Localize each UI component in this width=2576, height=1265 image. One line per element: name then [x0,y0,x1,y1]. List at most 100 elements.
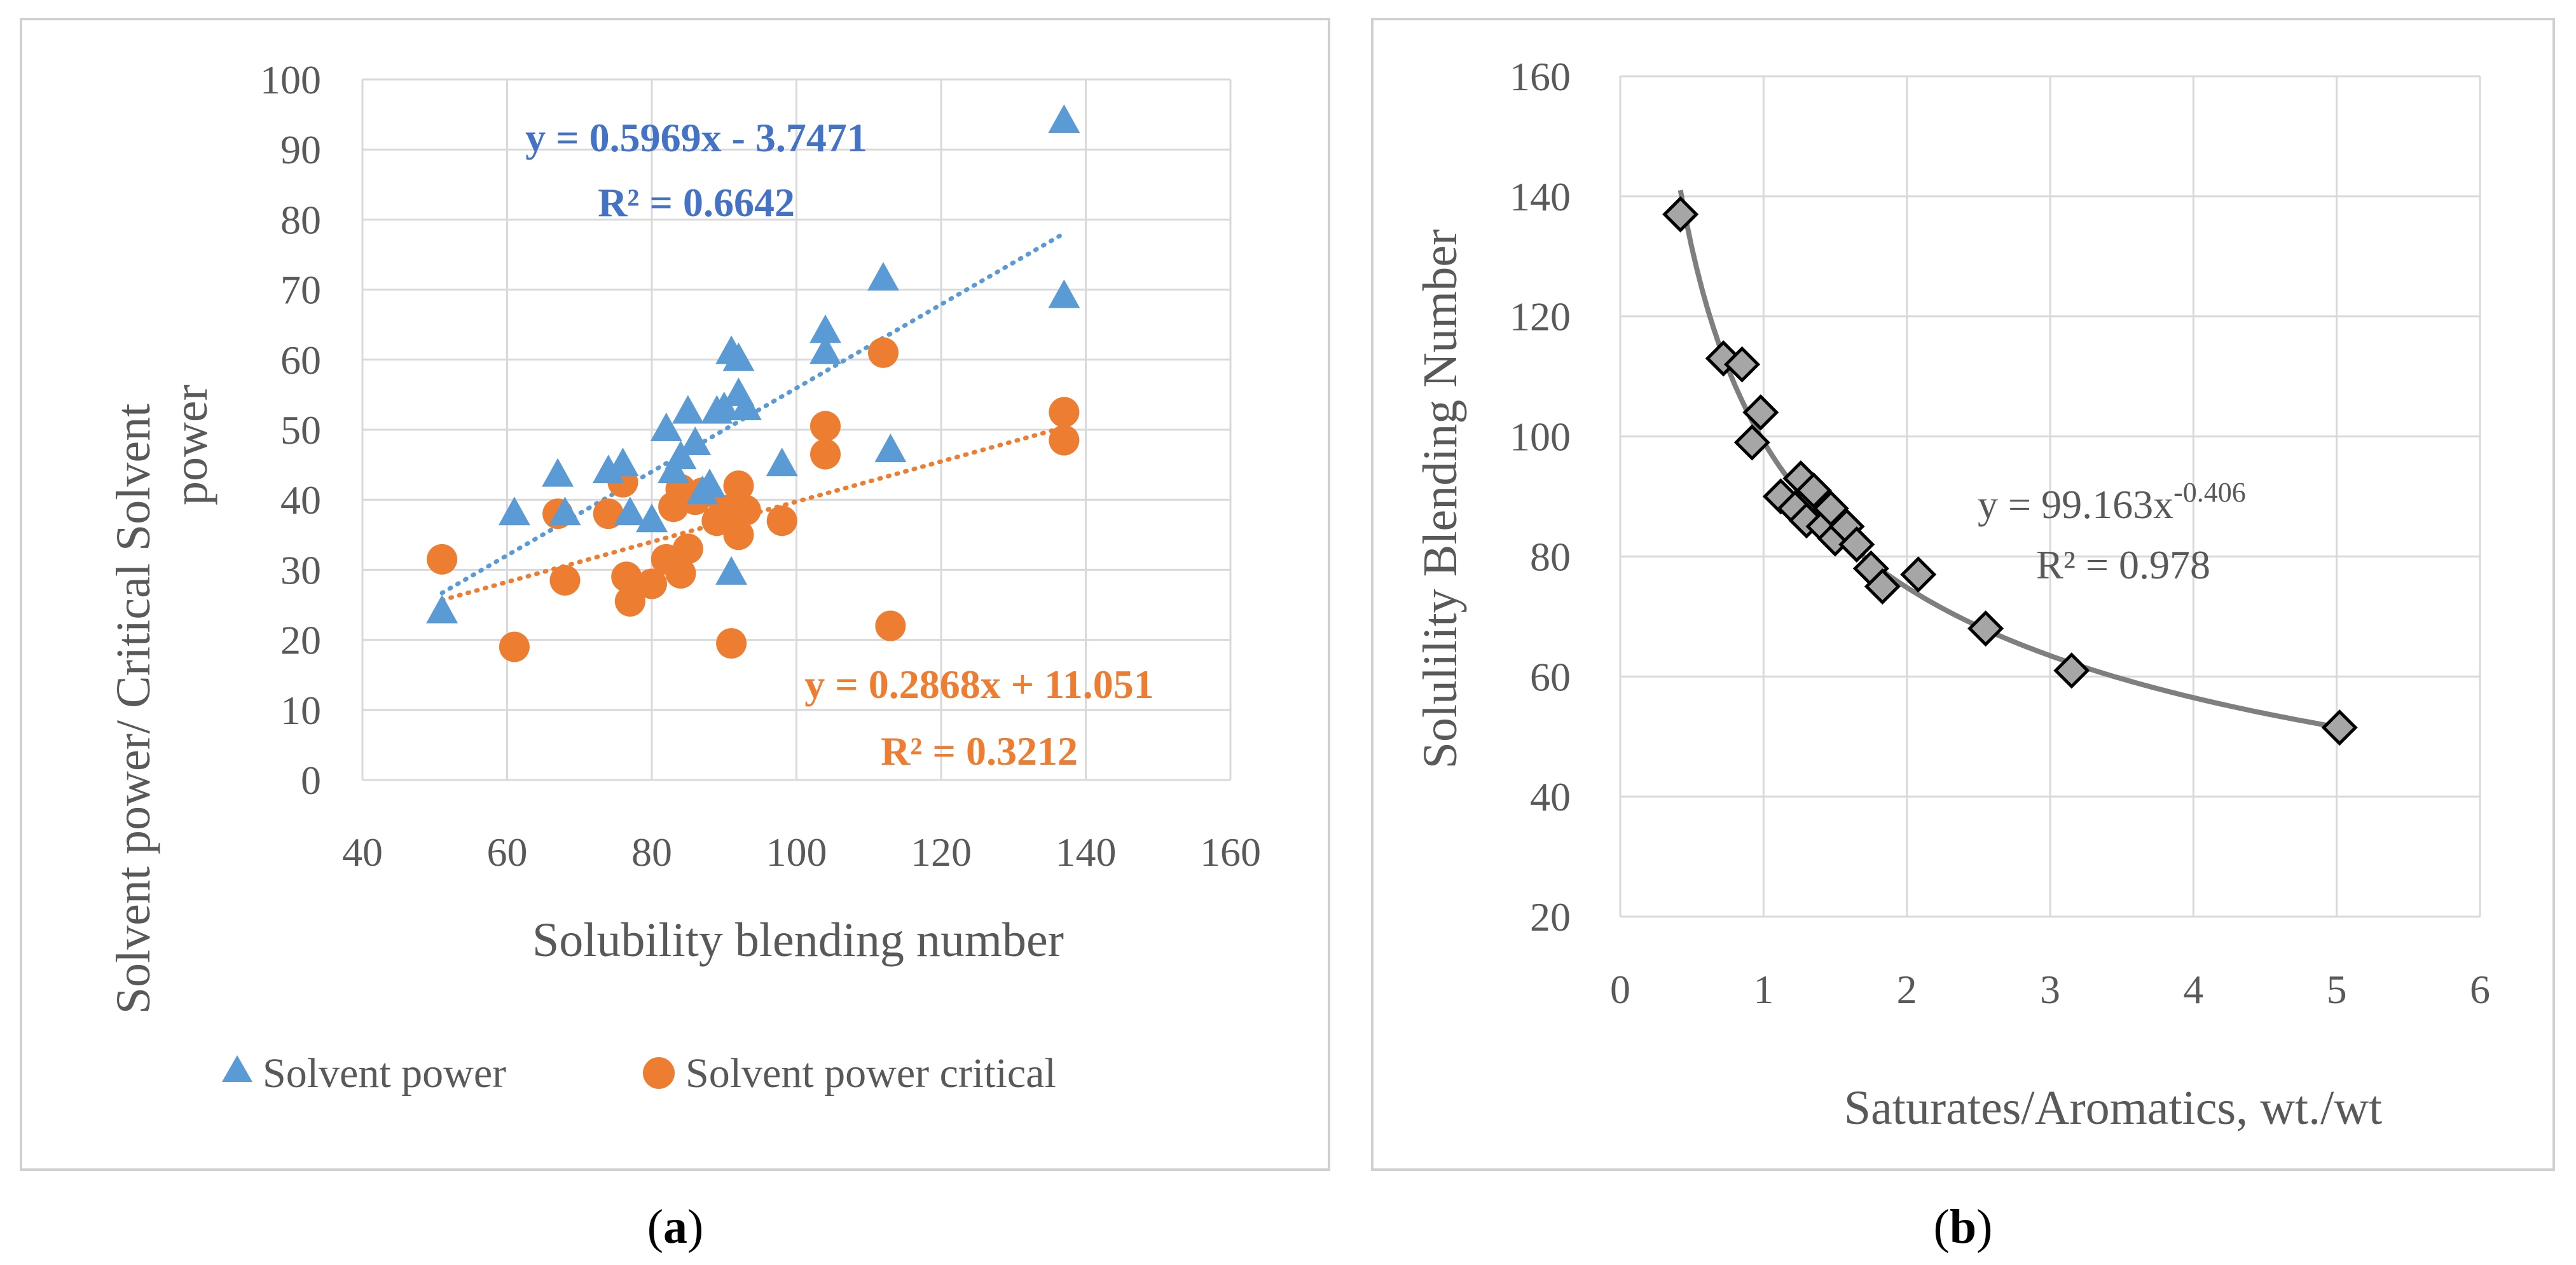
solvent-power-point-22 [766,448,798,477]
solvent-power-critical-point-20 [723,470,754,502]
panel-b-x-tick-0: 0 [1610,967,1630,1012]
blending-number-point-20 [2321,709,2358,746]
solvent-power-critical-point-19 [723,519,754,550]
solvent-power-point-11 [672,395,704,424]
solvent-power-critical-point-1 [499,631,530,662]
panel-b-y-tick-80: 80 [1530,534,1571,579]
solvent-power-critical-point-4 [593,498,624,530]
panel-a-orange-r2: R² = 0.3212 [881,728,1078,774]
solvent-power-point-3 [549,496,581,526]
panel-a-x-tick-labels: 40 60 80 100 120 140 160 [342,830,1261,875]
panel-b-y-tick-140: 140 [1510,174,1571,219]
panel-a-y-tick-40: 40 [280,477,321,523]
solvent-power-critical-point-25 [868,337,899,368]
panel-b-equation-base: y = 99.163x [1978,482,2173,527]
solvent-power-point-14 [694,468,726,498]
caption-a: (a) [647,1200,704,1254]
solvent-power-point-21 [729,391,762,420]
solvent-power-point-7 [636,503,668,533]
solvent-power-point-27 [1048,104,1080,133]
panel-b-x-tick-2: 2 [1897,967,1917,1012]
blending-number-point-16 [1864,568,1901,605]
blending-number-point-14 [1838,526,1875,563]
solvent-power-point-0 [426,594,458,624]
solvent-power-critical-point-13 [672,533,703,564]
blending-number-point-18 [1967,610,2004,647]
blending-number-point-19 [2053,652,2090,689]
blending-number-point-9 [1795,472,1832,509]
solvent-power-point-8 [650,413,682,441]
solvent-power-point-18 [715,556,748,585]
solvent-power-critical-point-24 [810,439,841,470]
panel-a-legend: Solvent power Solvent power critical [222,1050,1056,1097]
panel-a-x-tick-140: 140 [1056,830,1117,875]
panel-b-y-tick-160: 160 [1510,54,1571,99]
panel-b-gridlines [1619,75,2481,918]
panel-b-x-tick-5: 5 [2327,967,2347,1012]
panel-a-y-tick-0: 0 [301,758,321,803]
panel-a-y-tick-90: 90 [280,127,321,172]
panel-b-x-tick-6: 6 [2470,967,2490,1012]
panel-b-frame [1371,18,2555,1171]
panel-a-x-tick-80: 80 [631,830,672,875]
panel-a-x-tick-120: 120 [911,830,972,875]
legend-triangle-marker [222,1055,252,1082]
panel-a-x-axis-label: Solubility blending number [532,913,1064,967]
solvent-power-point-2 [542,458,574,487]
panel-b: 0 1 2 3 4 5 6 20 40 60 80 100 120 140 160 Solulility … [1371,18,2555,1171]
panel-a-y-tick-60: 60 [280,338,321,383]
panel-b-y-tick-100: 100 [1510,414,1571,460]
solvent-power-point-12 [679,427,712,456]
solvent-power-point-1 [498,496,530,526]
panel-b-y-tick-60: 60 [1530,654,1571,699]
blending-number-point-17 [1900,556,1937,593]
solvent-power-point-25 [867,262,899,291]
panel-b-r2: R² = 0.978 [2036,542,2210,587]
panel-b-y-axis-label: Solulility Blending Number [1414,229,1467,769]
blending-number-point-2 [1723,346,1761,383]
caption-b-letter: b [1950,1200,1976,1254]
panel-a-frame [20,18,1330,1171]
solvent-power-critical-point-6 [611,561,642,592]
solvent-power-critical-point-3 [549,564,581,596]
panel-a-y-tick-50: 50 [280,407,321,453]
solvent-power-critical-point-26 [875,610,906,641]
panel-a-y-tick-10: 10 [280,688,321,733]
blending-number-point-0 [1662,196,1699,233]
solvent-power-point-24 [809,335,841,364]
caption-a-letter: a [663,1200,687,1254]
solvent-power-critical-point-18 [716,628,747,659]
panel-a-x-tick-100: 100 [766,830,827,875]
solvent-power-point-5 [607,448,639,477]
solvent-power-critical-point-22 [766,505,797,537]
panel-b-equation-exponent: -0.406 [2173,477,2246,508]
panel-b-x-tick-4: 4 [2183,967,2203,1012]
panel-a-y-tick-70: 70 [280,268,321,313]
panel-a-blue-r2: R² = 0.6642 [598,180,795,225]
legend-solvent-power-critical: Solvent power critical [685,1050,1056,1097]
solvent-power-point-28 [1048,279,1080,308]
blending-number-point-3 [1733,424,1770,461]
panel-a-y-tick-100: 100 [260,57,321,102]
panel-b-y-tick-40: 40 [1530,774,1571,819]
legend-solvent-power: Solvent power [263,1050,506,1097]
solvent-power-critical-point-12 [665,557,696,589]
panel-a-y-tick-20: 20 [280,618,321,663]
panel-a-y-tick-80: 80 [280,197,321,242]
solvent-power-critical-point-7 [614,585,645,617]
solvent-power-point-26 [874,434,907,463]
panel-a-orange-equation: y = 0.2868x + 11.051 [804,662,1154,707]
solvent-power-critical-point-8 [637,568,667,599]
panel-a-blue-equation: y = 0.5969x - 3.7471 [525,115,867,160]
panel-a-y-axis-label-line2: power [164,385,217,505]
panel-a-x-tick-60: 60 [487,830,528,875]
panel-b-y-tick-labels: 20 40 60 80 100 120 140 160 [1510,54,1571,940]
solvent-power-point-6 [614,496,646,526]
panel-a-y-tick-labels: 0 10 20 30 40 50 60 70 80 90 100 [260,57,321,803]
solvent-power-critical-point-28 [1049,425,1080,456]
panel-b-y-tick-20: 20 [1530,894,1571,940]
panel-a-y-tick-30: 30 [280,547,321,592]
panel-a-y-axis-label-line1: Solvent power/ Critical Solvent [107,404,160,1014]
panel-b-data-points [1662,196,2358,746]
